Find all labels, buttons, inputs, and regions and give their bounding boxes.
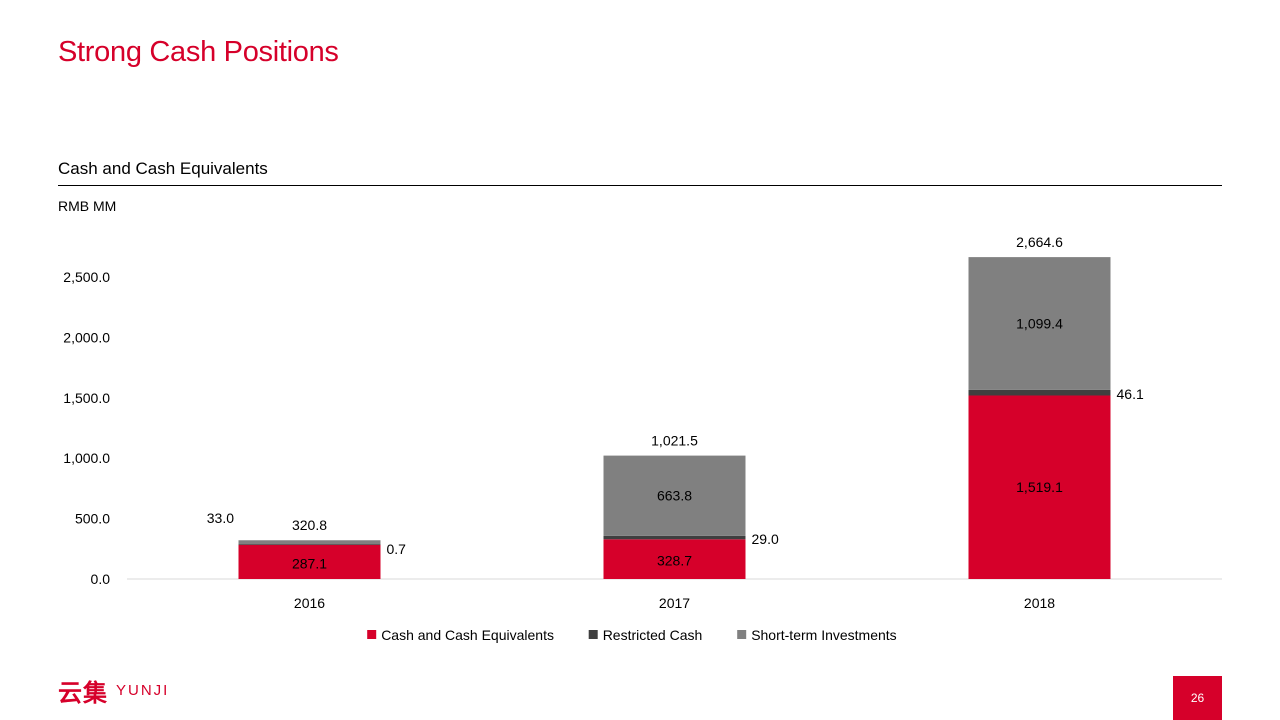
legend-swatch (588, 630, 598, 639)
data-label-cash: 1,519.1 (1016, 479, 1063, 495)
y-tick-label: 2,000.0 (63, 329, 110, 345)
page-number: 26 (1173, 676, 1222, 720)
x-tick-label: 2017 (659, 595, 690, 611)
logo-english-text: YUNJI (116, 681, 170, 699)
bar-segment-restricted (603, 535, 746, 540)
bar-segment-restricted (238, 544, 381, 546)
total-label: 1,021.5 (651, 433, 698, 449)
total-label: 2,664.6 (1016, 234, 1063, 250)
y-tick-label: 0.0 (91, 571, 111, 587)
total-label: 320.8 (292, 517, 327, 533)
section-divider (58, 185, 1222, 186)
yunji-logo: 云集 YUNJI (58, 676, 170, 707)
bar-segment-short-term (238, 540, 381, 545)
bar-segment-short-term (603, 455, 746, 536)
data-label-cash: 287.1 (292, 555, 327, 571)
y-tick-label: 1,000.0 (63, 450, 110, 466)
y-tick-label: 2,500.0 (63, 269, 110, 285)
data-label-short-term: 1,099.4 (1016, 316, 1063, 332)
data-label-restricted: 0.7 (387, 541, 407, 557)
y-tick-label: 1,500.0 (63, 390, 110, 406)
data-label-restricted: 46.1 (1117, 386, 1144, 402)
unit-label: RMB MM (58, 198, 117, 214)
bar-segment-cash (238, 544, 381, 579)
section-title: Cash and Cash Equivalents (58, 159, 268, 178)
data-label-restricted: 29.0 (752, 531, 779, 547)
x-tick-label: 2016 (294, 595, 325, 611)
logo-chinese-text: 云集 (58, 678, 108, 707)
bar-segment-short-term (968, 257, 1111, 390)
page-title: Strong Cash Positions (58, 36, 339, 68)
data-label-cash: 328.7 (657, 552, 692, 568)
x-tick-label: 2018 (1024, 595, 1055, 611)
data-label-short-term: 663.8 (657, 488, 692, 504)
stacked-bar-chart: 0.0 500.0 1,000.0 1,500.0 2,000.0 2,500.0 2016… (63, 234, 1222, 643)
legend-label: Short-term Investments (751, 627, 897, 643)
legend-label: Restricted Cash (603, 627, 703, 643)
legend-swatch (737, 630, 747, 639)
bar-segment-cash (968, 395, 1111, 579)
legend-swatch (367, 630, 377, 639)
legend-label: Cash and Cash Equivalents (381, 627, 554, 643)
y-tick-label: 500.0 (75, 511, 110, 527)
bar-segment-cash (603, 539, 746, 579)
data-label-short-term: 33.0 (207, 510, 234, 526)
bar-segment-restricted (968, 389, 1111, 396)
